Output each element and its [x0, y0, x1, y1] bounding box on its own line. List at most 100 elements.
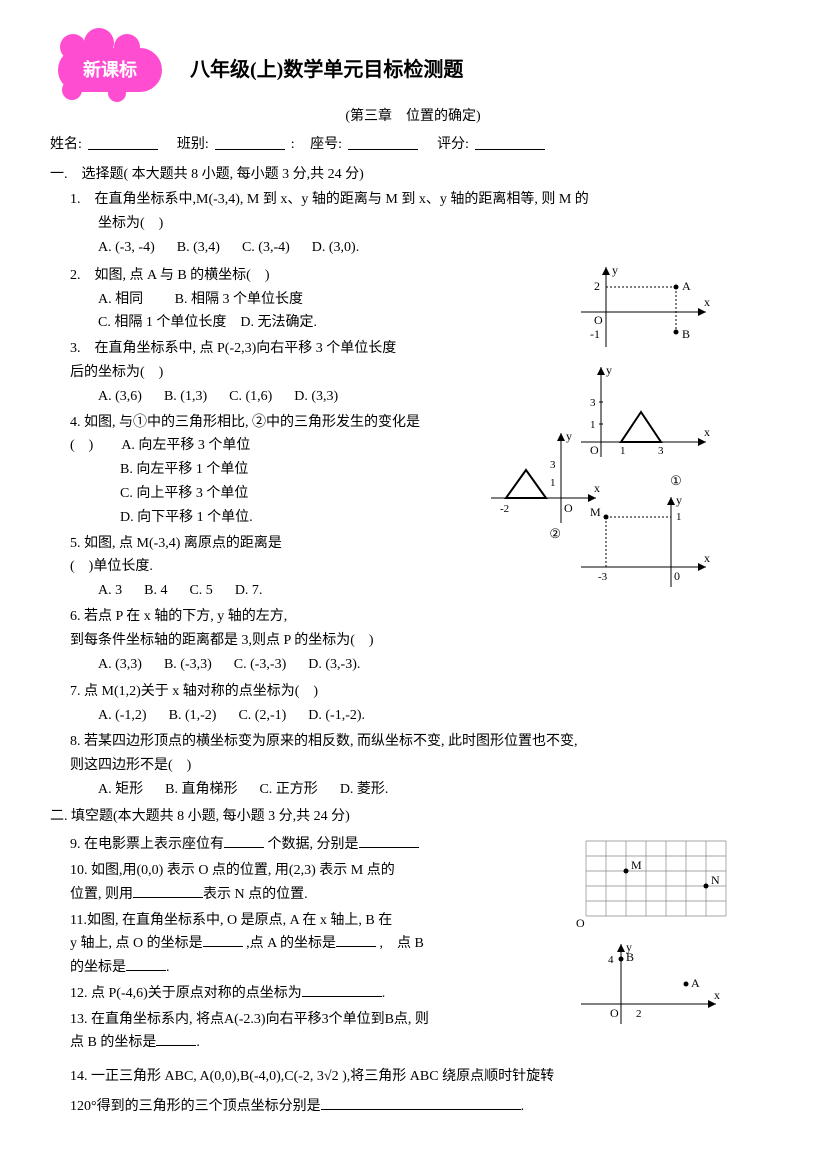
svg-text:x: x — [714, 988, 720, 1002]
badge-cloud: 新课标 — [50, 40, 170, 100]
q8-b: B. 直角梯形 — [165, 778, 237, 802]
q1-text2: 坐标为( ) — [98, 212, 776, 236]
q8-d: D. 菱形. — [340, 778, 389, 802]
q5: 5. 如图, 点 M(-3,4) 离原点的距离是 ( )单位长度. A. 3 B… — [70, 532, 576, 603]
svg-text:-2: -2 — [500, 503, 509, 515]
svg-text:x: x — [704, 425, 710, 439]
svg-text:3: 3 — [590, 397, 596, 409]
q5-d: D. 7. — [235, 579, 263, 603]
q2-b: B. 相隔 3 个单位长度 — [175, 292, 303, 307]
q2-c: C. 相隔 1 个单位长度 — [98, 315, 226, 330]
svg-text:O: O — [594, 313, 603, 327]
section-1-head: 一. 选择题( 本大题共 8 小题, 每小题 3 分,共 24 分) — [50, 163, 776, 187]
class-label: 班别: — [177, 133, 209, 157]
q3-a: A. (3,6) — [98, 385, 142, 409]
svg-text:0: 0 — [674, 569, 680, 583]
fig-q10: M N O — [576, 831, 736, 931]
q1-a: A. (-3, -4) — [98, 236, 155, 260]
fig-q4-2: 1 3 -2 O x y — [486, 428, 606, 528]
svg-text:3: 3 — [550, 459, 556, 471]
q14-t1: 14. 一正三角形 ABC, A(0,0),B(-4,0),C(-2, 3√2 … — [70, 1065, 776, 1089]
q3-text: 3. 在直角坐标系中, 点 P(-2,3)向右平移 3 个单位长度 — [70, 337, 576, 361]
name-label: 姓名: — [50, 133, 82, 157]
header: 新课标 八年级(上)数学单元目标检测题 — [50, 40, 776, 100]
q6-text2: 到每条件坐标轴的距离都是 3,则点 P 的坐标为( ) — [70, 629, 576, 653]
q1-c: C. (3,-4) — [242, 236, 290, 260]
svg-text:x: x — [704, 295, 710, 309]
q2-d: D. 无法确定. — [240, 315, 317, 330]
q13-t2: 点 B 的坐标是 — [70, 1035, 156, 1050]
figure-col: A B 2 -1 O x y 1 3 1 3 O x y ① M 1 -3 0 … — [576, 262, 776, 679]
q5-a: A. 3 — [98, 579, 122, 603]
q2-ab: A. 相同 B. 相隔 3 个单位长度 — [98, 288, 576, 312]
fig-label-2: ② — [549, 523, 561, 545]
q2-text: 2. 如图, 点 A 与 B 的横坐标( ) — [70, 264, 576, 288]
q2-a: A. 相同 — [98, 292, 143, 307]
q6-a: A. (3,3) — [98, 653, 142, 677]
q7-text: 7. 点 M(1,2)关于 x 轴对称的点坐标为( ) — [70, 680, 776, 704]
colon: : — [291, 133, 295, 157]
svg-text:2: 2 — [636, 1008, 642, 1020]
q14-blank[interactable] — [321, 1095, 521, 1110]
q6-b: B. (-3,3) — [164, 653, 212, 677]
badge-text: 新课标 — [58, 48, 162, 92]
score-label: 评分: — [437, 133, 469, 157]
svg-text:A: A — [691, 976, 700, 990]
svg-text:y: y — [606, 363, 612, 377]
q11-t1: 11.如图, 在直角坐标系中, O 是原点, A 在 x 轴上, B 在 — [70, 909, 576, 933]
q12: 12. 点 P(-4,6)关于原点对称的点坐标为. — [70, 982, 576, 1006]
q1-d: D. (3,0). — [312, 236, 359, 260]
class-blank[interactable] — [215, 133, 285, 150]
q12-t2: . — [382, 986, 386, 1001]
q9-t1: 9. 在电影票上表示座位有 — [70, 837, 224, 852]
seat-blank[interactable] — [348, 133, 418, 150]
q6-d: D. (3,-3). — [308, 653, 360, 677]
svg-text:1: 1 — [620, 445, 626, 457]
q13-blank[interactable] — [156, 1031, 196, 1046]
q6-text: 6. 若点 P 在 x 轴的下方, y 轴的左方, — [70, 605, 576, 629]
q12-blank[interactable] — [302, 982, 382, 997]
q11-t6: . — [166, 960, 170, 975]
q11-t5: 的坐标是 — [70, 960, 126, 975]
q1: 1. 在直角坐标系中,M(-3,4), M 到 x、y 轴的距离与 M 到 x、… — [70, 188, 776, 259]
q13-t3: . — [196, 1035, 200, 1050]
q2-cd: C. 相隔 1 个单位长度 D. 无法确定. — [98, 311, 576, 335]
q14-t3: . — [521, 1099, 525, 1114]
q10-blank[interactable] — [133, 883, 203, 898]
fig-label-1: ① — [576, 470, 776, 492]
q9: 9. 在电影票上表示座位有 个数据, 分别是 — [70, 833, 576, 857]
svg-text:O: O — [610, 1006, 619, 1020]
svg-text:M: M — [631, 858, 642, 872]
q5-text2: ( )单位长度. — [70, 555, 576, 579]
svg-text:y: y — [676, 493, 682, 507]
q11-b2[interactable] — [336, 932, 376, 947]
q11-t4: , 点 B — [379, 936, 423, 951]
q10-t2: 位置, 则用 — [70, 887, 133, 902]
name-blank[interactable] — [88, 133, 158, 150]
q8-text2: 则这四边形不是( ) — [70, 754, 776, 778]
q3-b: B. (1,3) — [164, 385, 207, 409]
svg-text:3: 3 — [658, 445, 664, 457]
q3-c: C. (1,6) — [229, 385, 272, 409]
q11-b3[interactable] — [126, 956, 166, 971]
svg-text:x: x — [704, 551, 710, 565]
q6-c: C. (-3,-3) — [234, 653, 287, 677]
q3: 3. 在直角坐标系中, 点 P(-2,3)向右平移 3 个单位长度 后的坐标为(… — [70, 337, 576, 408]
q14-t2: 120°得到的三角形的三个顶点坐标分别是 — [70, 1099, 321, 1114]
q11-t3: ,点 A 的坐标是 — [246, 936, 336, 951]
q11-b1[interactable] — [203, 932, 243, 947]
q5-text: 5. 如图, 点 M(-3,4) 离原点的距离是 — [70, 532, 576, 556]
subtitle: (第三章 位置的确定) — [50, 105, 776, 129]
fig-q11: B A 4 2 O x y — [576, 939, 726, 1029]
q7-d: D. (-1,-2). — [308, 704, 365, 728]
svg-text:1: 1 — [676, 511, 682, 523]
q7-c: C. (2,-1) — [238, 704, 286, 728]
q9-blank1[interactable] — [224, 833, 264, 848]
svg-text:-3: -3 — [598, 571, 608, 583]
q9-blank2[interactable] — [359, 833, 419, 848]
q14: 14. 一正三角形 ABC, A(0,0),B(-4,0),C(-2, 3√2 … — [70, 1065, 776, 1119]
q1-text: 1. 在直角坐标系中,M(-3,4), M 到 x、y 轴的距离与 M 到 x、… — [70, 188, 776, 212]
score-blank[interactable] — [475, 133, 545, 150]
q3-text2: 后的坐标为( ) — [70, 361, 576, 385]
q8-c: C. 正方形 — [259, 778, 317, 802]
